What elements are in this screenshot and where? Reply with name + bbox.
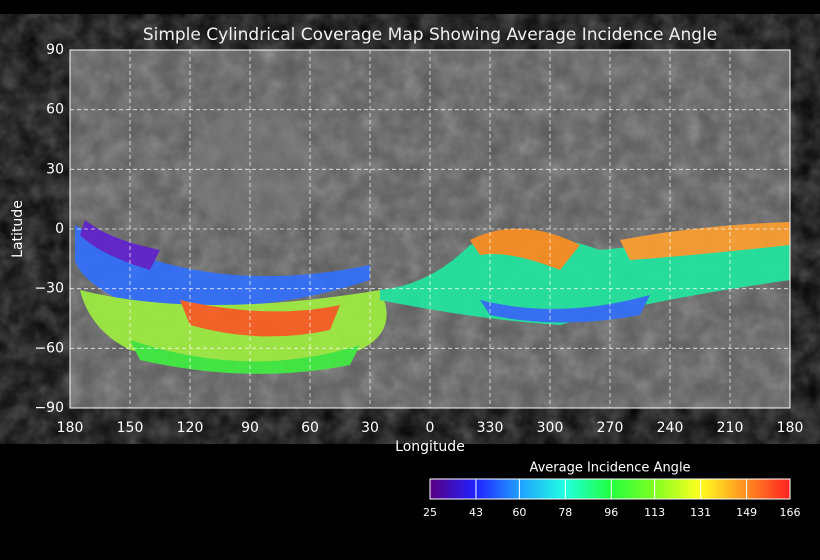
y-tick-label: 90 xyxy=(46,42,64,58)
x-tick-label: 240 xyxy=(657,420,684,436)
x-axis-label: Longitude xyxy=(395,439,465,455)
x-tick-label: 30 xyxy=(361,420,379,436)
chart-title: Simple Cylindrical Coverage Map Showing … xyxy=(143,25,717,45)
x-tick-label: 300 xyxy=(537,420,564,436)
colorbar-tick-label: 60 xyxy=(512,506,526,519)
x-tick-label: 150 xyxy=(117,420,144,436)
y-tick-label: 60 xyxy=(46,102,64,118)
colorbar-tick-label: 149 xyxy=(736,506,757,519)
colorbar-tick-label: 166 xyxy=(780,506,801,519)
x-tick-label: 0 xyxy=(426,420,435,436)
y-axis-label: Latitude xyxy=(10,200,26,258)
colorbar-tick-label: 25 xyxy=(423,506,437,519)
y-tick-label: −60 xyxy=(34,340,64,356)
colorbar-tick-label: 96 xyxy=(604,506,618,519)
x-tick-label: 330 xyxy=(477,420,504,436)
x-tick-label: 180 xyxy=(57,420,84,436)
colorbar-tick-label: 113 xyxy=(644,506,665,519)
x-tick-label: 180 xyxy=(777,420,804,436)
y-tick-label: 30 xyxy=(46,161,64,177)
colorbar-tick-label: 43 xyxy=(469,506,483,519)
colorbar xyxy=(429,478,791,500)
colorbar-tick-label: 78 xyxy=(558,506,572,519)
colorbar-tick-label: 131 xyxy=(690,506,711,519)
plot-frame xyxy=(69,49,791,409)
x-tick-label: 60 xyxy=(301,420,319,436)
y-tick-label: −90 xyxy=(34,400,64,416)
x-tick-label: 210 xyxy=(717,420,744,436)
x-tick-label: 270 xyxy=(597,420,624,436)
y-tick-label: 0 xyxy=(55,221,64,237)
x-tick-label: 120 xyxy=(177,420,204,436)
x-tick-label: 90 xyxy=(241,420,259,436)
y-tick-label: −30 xyxy=(34,281,64,297)
colorbar-title: Average Incidence Angle xyxy=(529,461,690,476)
coverage xyxy=(75,220,790,374)
